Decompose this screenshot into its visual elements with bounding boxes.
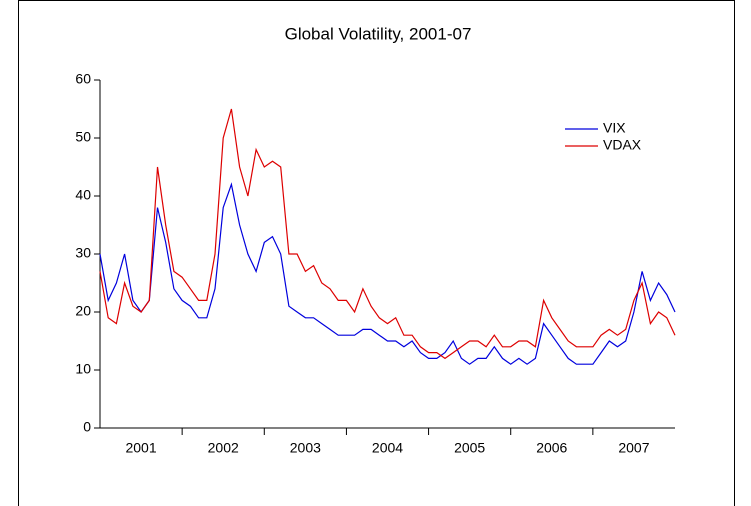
x-tick-label: 2002 xyxy=(208,440,239,456)
series-line xyxy=(99,108,676,360)
series-line xyxy=(99,182,676,365)
y-tick-label: 60 xyxy=(75,71,91,87)
x-tick-label: 2001 xyxy=(125,440,156,456)
y-tick-label: 0 xyxy=(83,419,91,435)
legend-label: VDAX xyxy=(603,137,642,153)
y-tick-label: 50 xyxy=(75,129,91,145)
y-tick-label: 20 xyxy=(75,303,91,319)
x-tick-label: 2007 xyxy=(618,440,649,456)
x-tick-label: 2004 xyxy=(372,440,403,456)
frame xyxy=(18,0,735,506)
legend-label: VIX xyxy=(603,120,626,136)
x-tick-label: 2005 xyxy=(454,440,485,456)
x-tick-label: 2003 xyxy=(290,440,321,456)
y-tick-label: 10 xyxy=(75,361,91,377)
chart-title: Global Volatility, 2001-07 xyxy=(285,24,472,43)
y-tick-label: 40 xyxy=(75,187,91,203)
y-tick-label: 30 xyxy=(75,245,91,261)
x-tick-label: 2006 xyxy=(536,440,567,456)
